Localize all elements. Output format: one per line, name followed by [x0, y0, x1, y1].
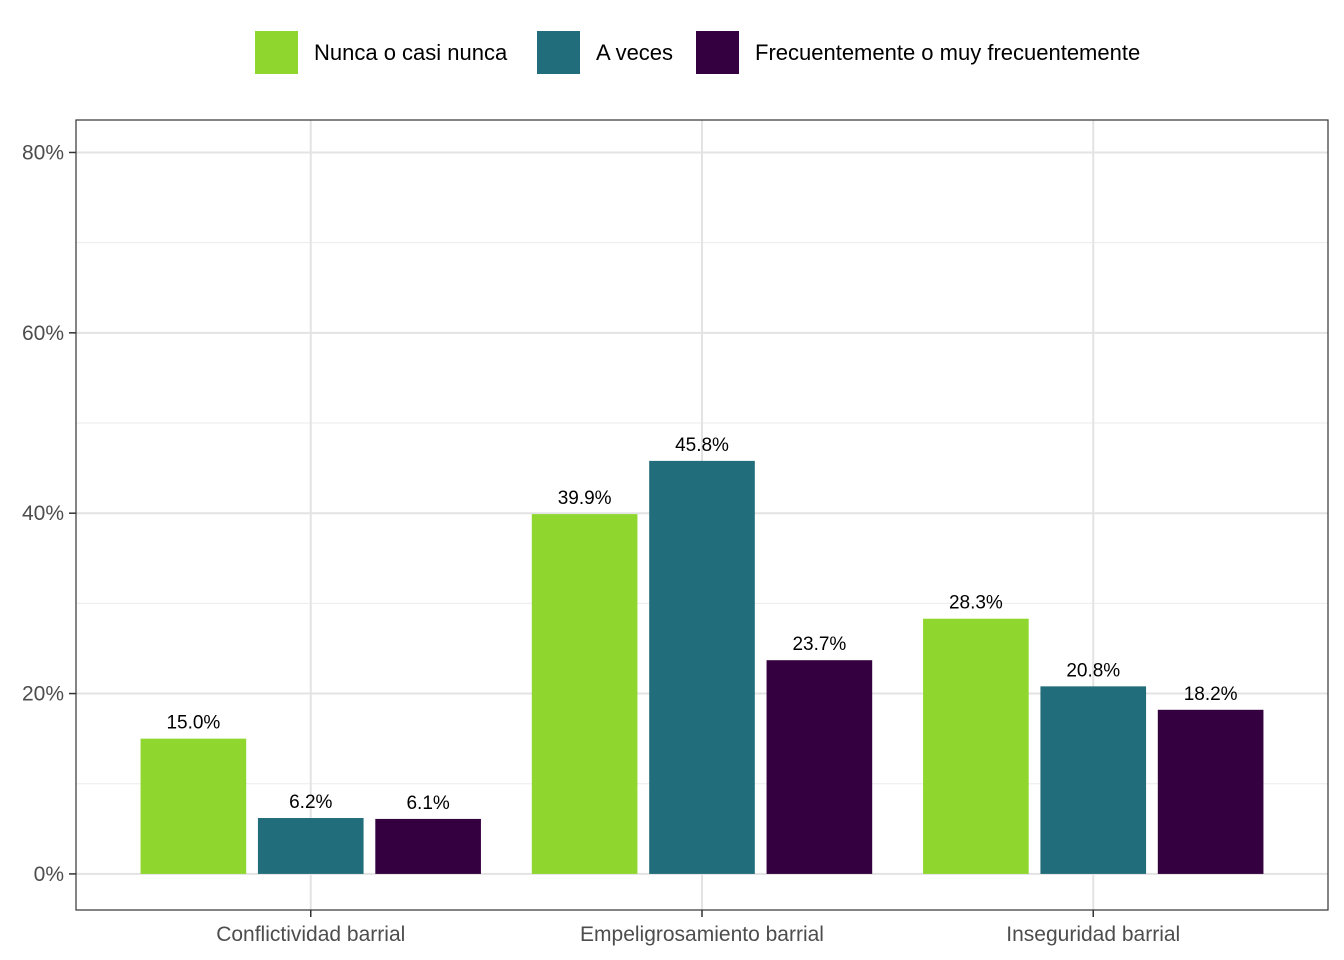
- x-tick-label: Conflictividad barrial: [216, 923, 405, 946]
- bar: [140, 738, 247, 874]
- y-tick-label: 40%: [22, 502, 64, 525]
- bar-data-label: 23.7%: [792, 634, 846, 655]
- x-tick-label: Inseguridad barrial: [1006, 923, 1180, 946]
- x-tick-label: Empeligrosamiento barrial: [580, 923, 824, 946]
- y-tick-label: 80%: [22, 141, 64, 164]
- bar-data-label: 45.8%: [675, 435, 729, 456]
- bar-data-label: 39.9%: [558, 488, 612, 509]
- plot-area: 15.0% 39.9% 28.3% 6.2% 45.8% 20.8% 6.1% 23.7% 18…: [22, 119, 1329, 946]
- legend-label-frecuentemente: Frecuentemente o muy frecuentemente: [755, 40, 1140, 65]
- legend: Nunca o casi nunca A veces Frecuentement…: [255, 31, 1140, 74]
- legend-swatch-frecuentemente: [696, 31, 739, 74]
- bar: [649, 460, 755, 874]
- legend-label-a-veces: A veces: [596, 40, 673, 65]
- bar: [923, 618, 1029, 874]
- bar: [375, 818, 481, 874]
- bar-data-label: 18.2%: [1184, 684, 1238, 705]
- legend-swatch-nunca: [255, 31, 298, 74]
- legend-swatch-a-veces: [537, 31, 580, 74]
- bar-data-label: 6.1%: [406, 793, 449, 814]
- bar: [766, 660, 873, 874]
- bar-data-label: 6.2%: [289, 792, 332, 813]
- bar: [257, 818, 364, 874]
- y-tick-label: 0%: [34, 863, 64, 886]
- y-tick-label: 20%: [22, 683, 64, 706]
- bar-data-label: 28.3%: [949, 593, 1003, 614]
- bar: [1040, 686, 1147, 874]
- bar-data-label: 20.8%: [1066, 660, 1120, 681]
- bar: [1157, 709, 1264, 874]
- legend-label-nunca: Nunca o casi nunca: [314, 40, 508, 65]
- y-tick-label: 60%: [22, 322, 64, 345]
- bar-data-label: 15.0%: [166, 713, 220, 734]
- bar: [531, 514, 638, 874]
